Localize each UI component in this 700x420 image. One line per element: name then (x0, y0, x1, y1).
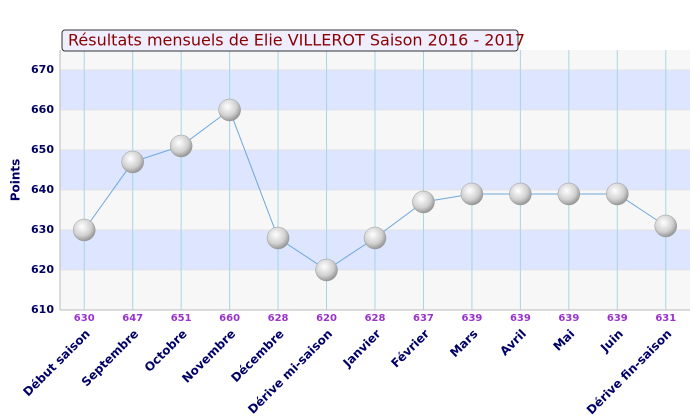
chart-title: Résultats mensuels de Elie VILLEROT Sais… (68, 31, 525, 50)
y-tick-label: 620 (31, 263, 54, 276)
value-label: 660 (219, 313, 240, 324)
x-tick-label: Janvier (340, 327, 384, 371)
value-label: 651 (171, 313, 192, 324)
point-marker (72, 218, 96, 242)
point-marker (315, 258, 338, 282)
value-label: 639 (558, 313, 579, 324)
x-tick-label: Début saison (20, 327, 92, 399)
x-tick-label: Dérive fin-saison (584, 327, 674, 417)
plot (72, 98, 678, 282)
value-label: 639 (607, 313, 628, 324)
title-box (61, 29, 519, 52)
x-tick-label: Mai (550, 327, 577, 354)
point-marker (412, 190, 435, 214)
x-tick-label: Avril (497, 327, 529, 359)
x-tick-label: Dérive mi-saison (245, 327, 335, 417)
value-label: 628 (365, 313, 386, 324)
plot-background (59, 50, 690, 311)
value-label: 639 (461, 313, 482, 324)
x-tick-label: Mars (447, 327, 480, 360)
value-label: 639 (510, 313, 531, 324)
y-tick-label: 660 (31, 103, 54, 116)
value-label: 630 (74, 313, 95, 324)
y-tick-label: 670 (31, 63, 54, 76)
value-label: 637 (413, 313, 434, 324)
point-marker (363, 226, 387, 250)
point-marker (557, 182, 581, 206)
value-label: 620 (316, 313, 337, 324)
point-marker (654, 214, 678, 238)
y-tick-label: 610 (31, 303, 54, 316)
point-marker (509, 182, 532, 206)
point-marker (266, 226, 290, 250)
x-tick-label: Juin (597, 327, 626, 356)
y-axis-label: Points (9, 159, 23, 202)
value-label: 647 (122, 313, 143, 324)
point-marker (169, 134, 193, 158)
point-marker (460, 182, 484, 206)
x-tick-label: Octobre (142, 327, 190, 375)
x-tick-label: Février (388, 327, 432, 371)
y-tick-label: 630 (31, 223, 54, 236)
value-label: 628 (268, 313, 289, 324)
y-tick-label: 640 (31, 183, 54, 196)
point-marker (218, 98, 241, 122)
point-marker (606, 182, 629, 206)
y-tick-label: 650 (31, 143, 54, 156)
point-marker (121, 150, 144, 174)
value-label: 631 (655, 313, 676, 324)
